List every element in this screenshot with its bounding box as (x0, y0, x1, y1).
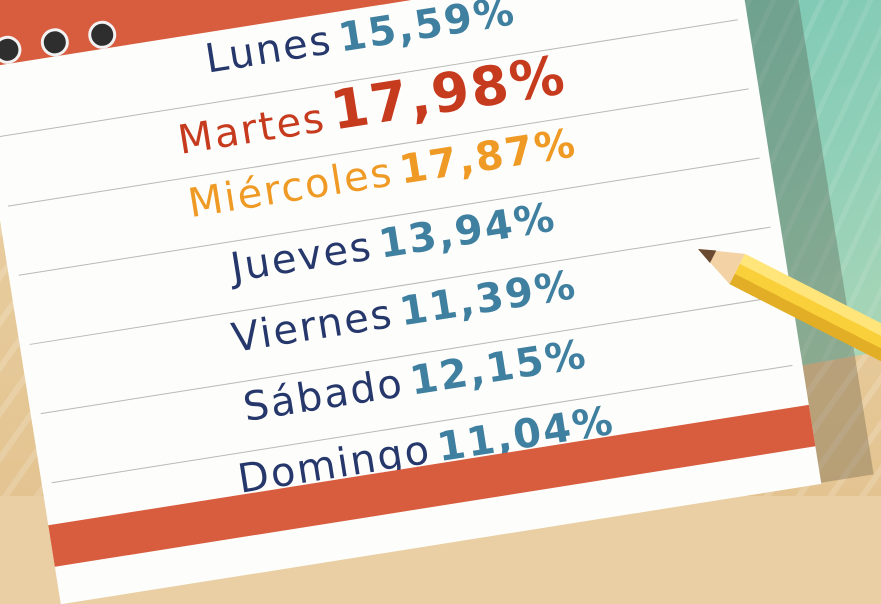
ring-binding-icon (86, 18, 119, 51)
ring-binding-icon (0, 33, 24, 66)
notepad: Lunes 15,59% Martes 17,98% Miércoles 17,… (0, 0, 822, 604)
ring-binding-icon (38, 26, 71, 59)
